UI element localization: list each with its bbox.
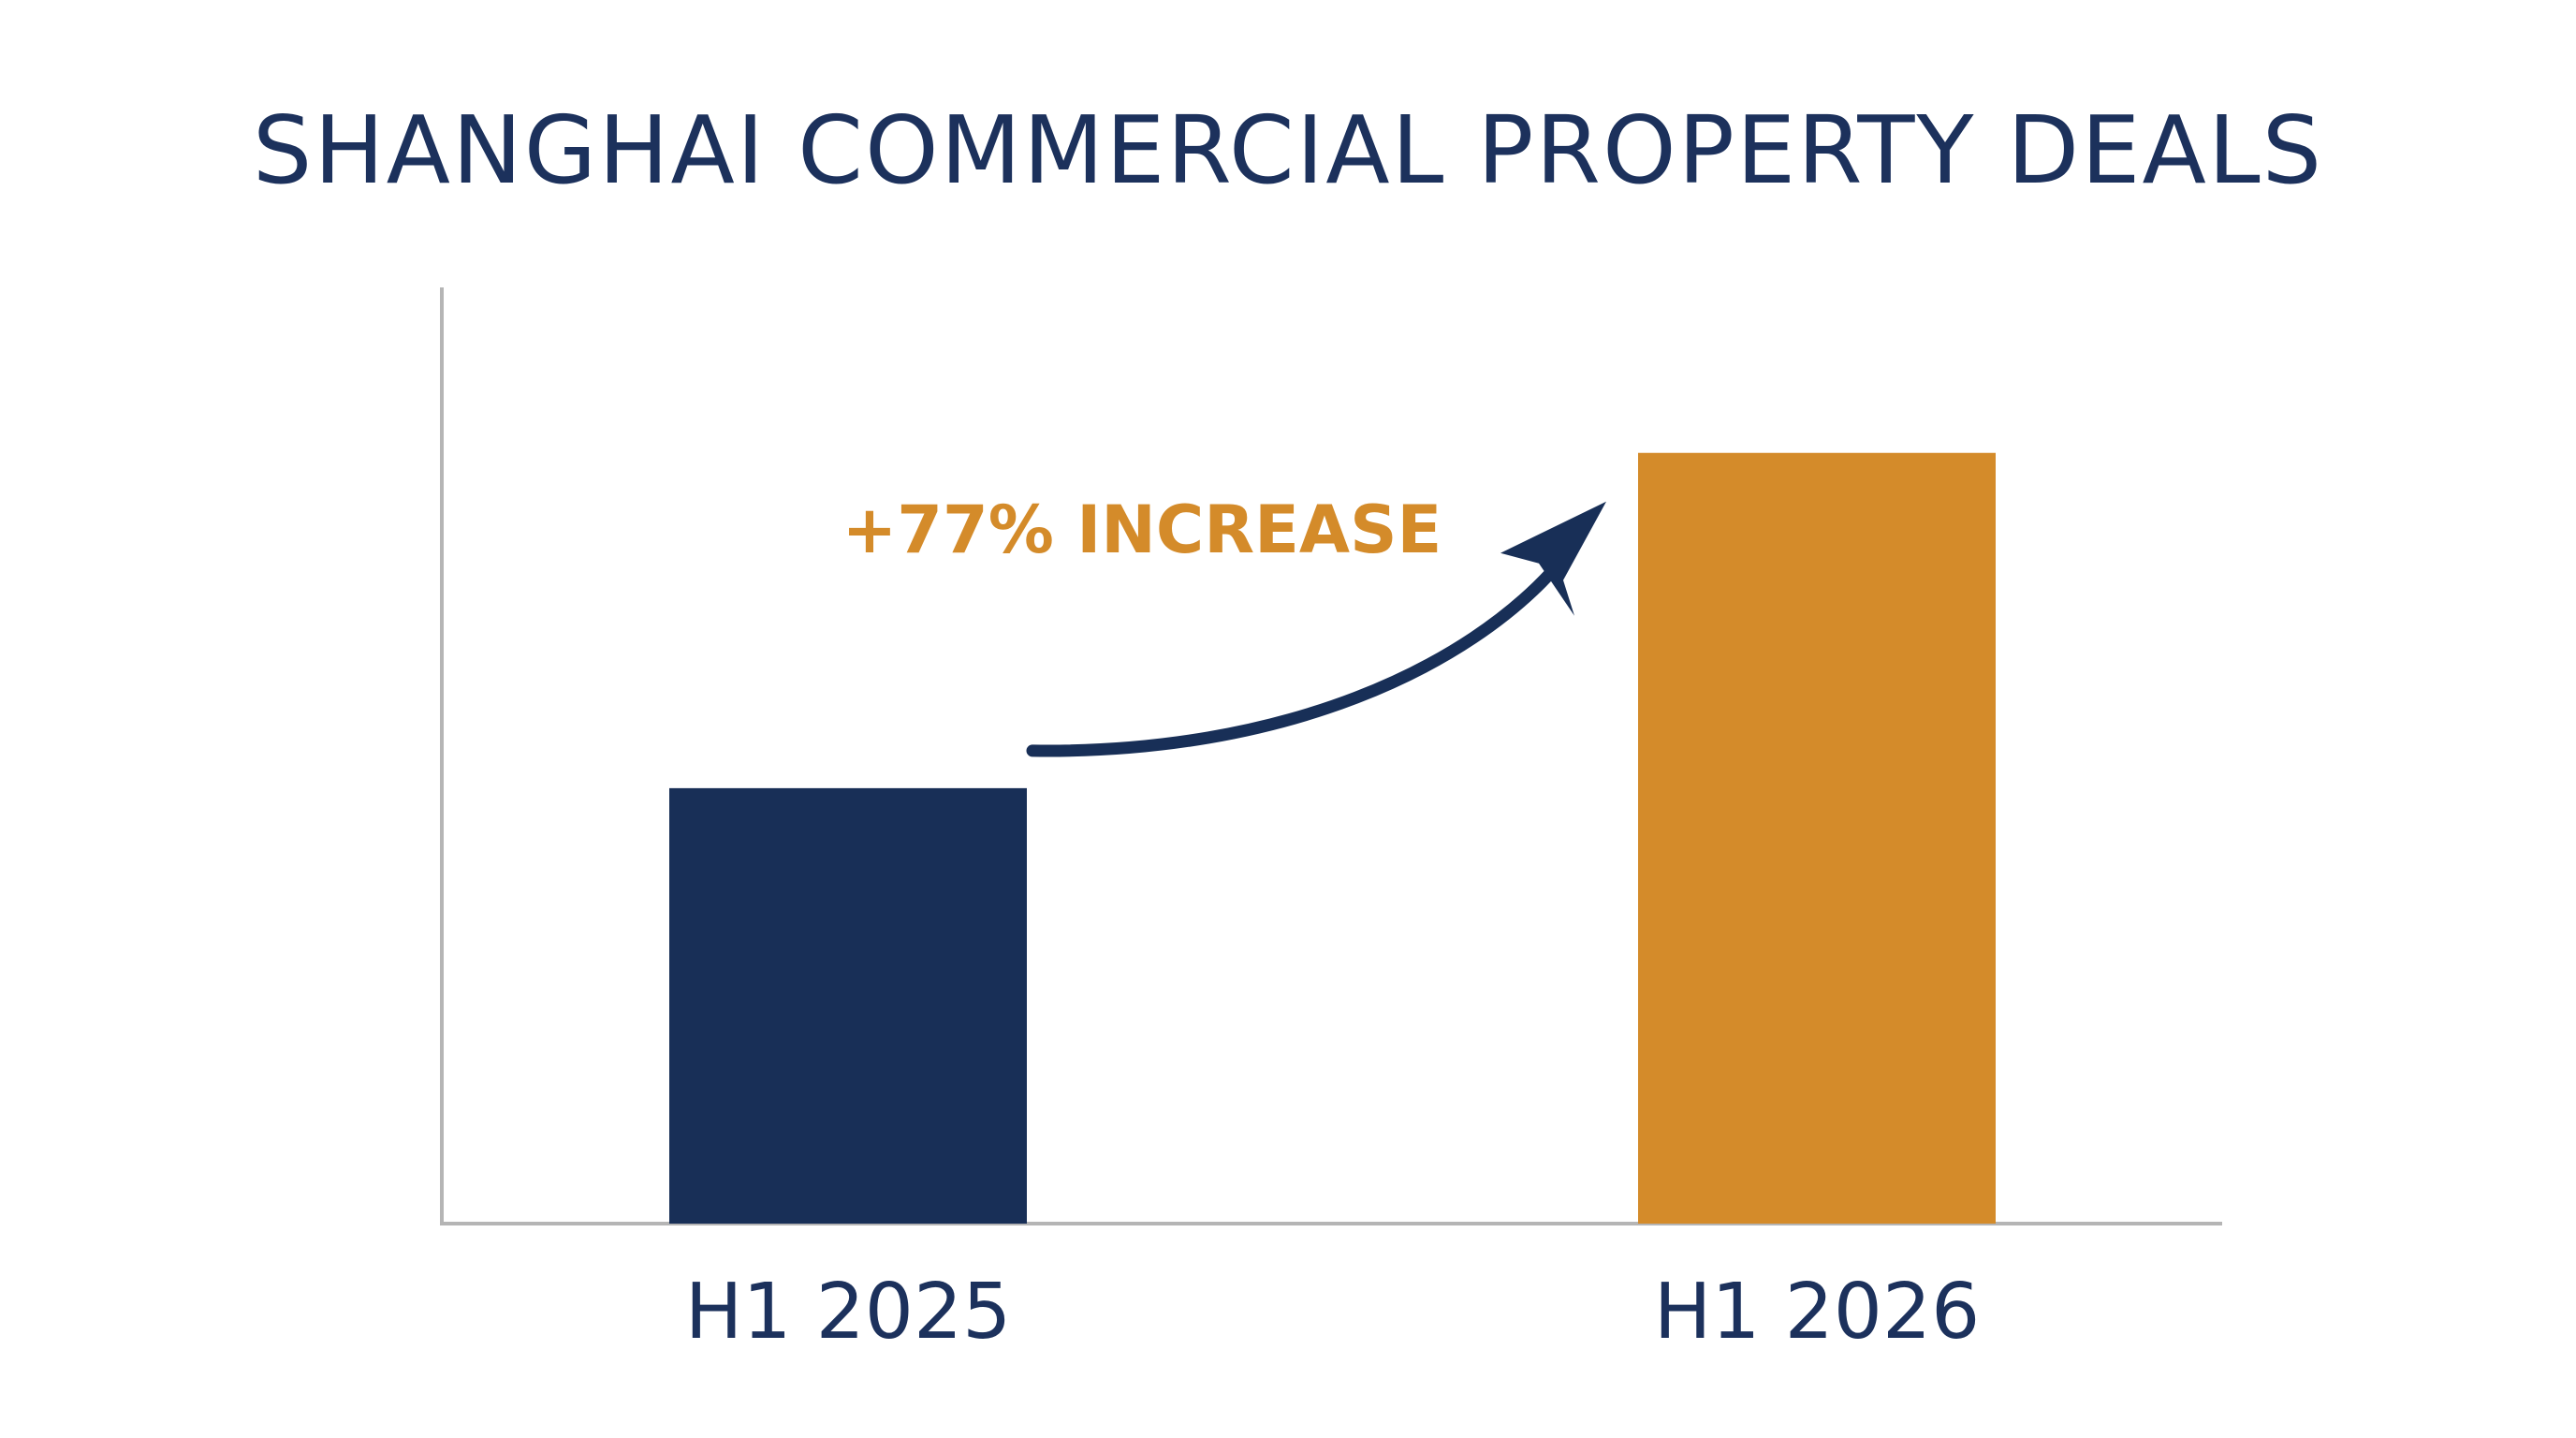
x-tick-label: H1 2025 bbox=[685, 1268, 1012, 1357]
increase-label: +77% INCREASE bbox=[842, 492, 1442, 568]
bars bbox=[669, 452, 1996, 1225]
arrow-curve bbox=[1026, 559, 1564, 757]
bar-2 bbox=[1638, 452, 1996, 1225]
x-tick-label: H1 2026 bbox=[1654, 1268, 1981, 1357]
x-tick-labels: H1 2025 H1 2026 bbox=[685, 1268, 1981, 1357]
increase-arrow bbox=[1026, 501, 1606, 757]
arrow-head bbox=[1500, 501, 1606, 616]
bar-1 bbox=[669, 787, 1027, 1224]
annotations: +77% INCREASE bbox=[842, 492, 1442, 568]
chart-title: SHANGHAI COMMERCIAL PROPERTY DEALS bbox=[252, 95, 2324, 205]
